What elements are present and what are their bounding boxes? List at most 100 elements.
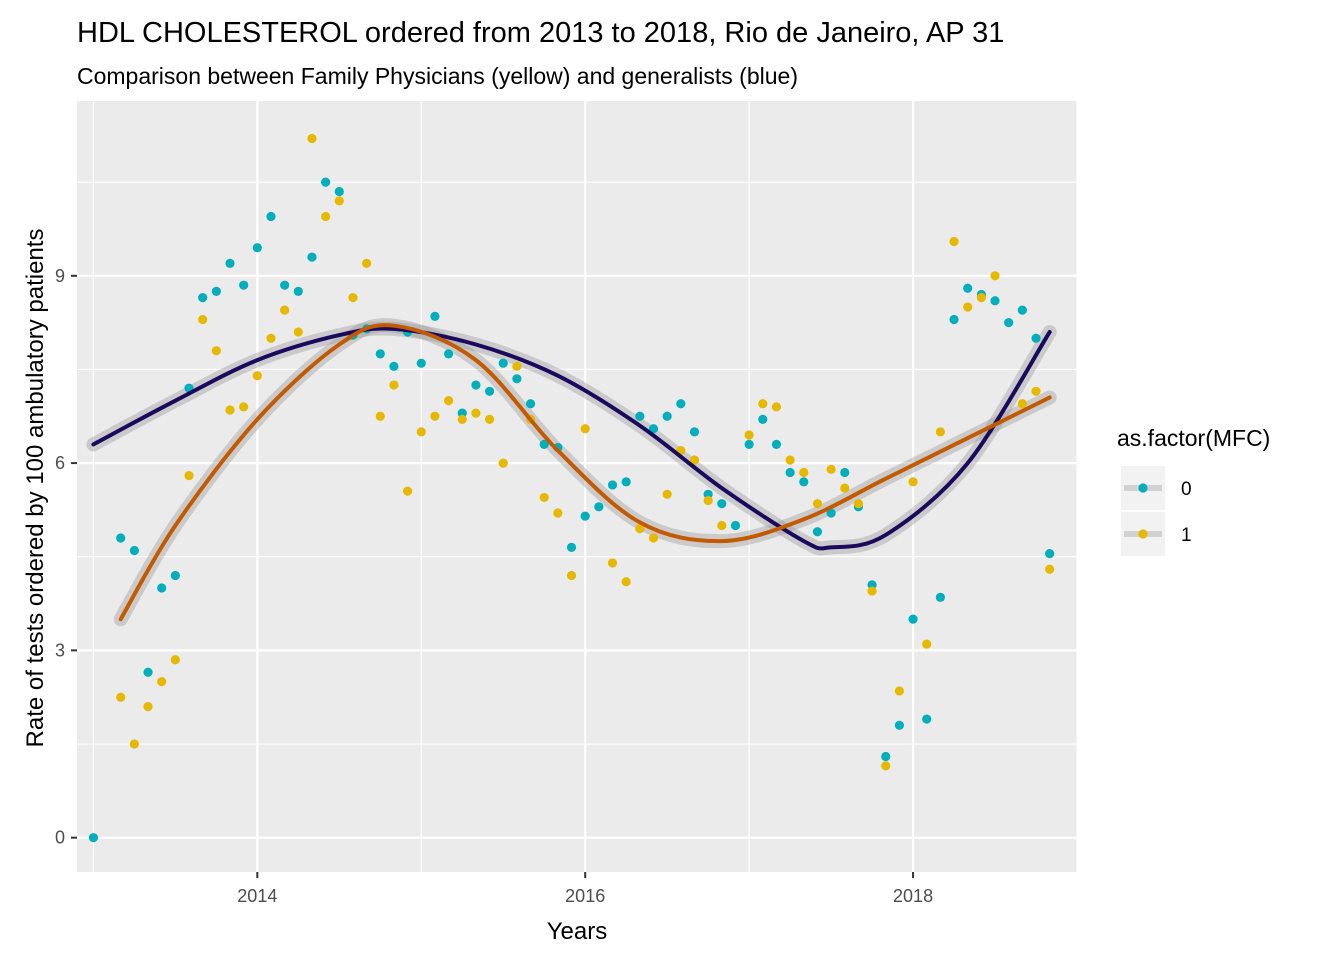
point-series-1 [1045,564,1055,574]
point-series-1 [607,558,618,568]
point-series-1 [293,327,303,337]
point-series-1 [389,380,399,390]
legend-label-1: 1 [1181,525,1192,546]
point-series-0 [307,252,317,262]
point-series-0 [157,583,167,593]
point-series-0 [88,833,98,843]
legend-label-0: 0 [1181,479,1192,500]
point-series-1 [648,533,659,543]
point-series-0 [949,314,959,325]
x-tick-label: 2018 [893,886,933,906]
point-series-0 [935,592,945,602]
point-series-1 [744,430,754,440]
point-series-0 [266,211,276,222]
point-series-0 [840,467,850,478]
point-series-1 [457,414,467,424]
data-points [88,133,1055,843]
point-series-0 [908,614,918,624]
point-series-1 [471,408,481,418]
point-series-1 [539,492,549,503]
point-series-0 [799,477,809,487]
point-series-1 [362,258,372,268]
point-series-1 [662,489,672,499]
point-series-1 [266,333,276,343]
point-series-1 [1017,399,1027,409]
point-series-1 [157,676,167,687]
point-series-1 [566,570,577,581]
point-series-1 [949,236,959,247]
point-series-0 [662,411,672,421]
point-series-0 [1031,333,1041,343]
chart-title: HDL CHOLESTEROL ordered from 2013 to 201… [77,17,1004,49]
x-axis-title: Years [547,918,608,945]
point-series-1 [826,464,836,474]
plot-background [77,101,1077,872]
point-series-0 [225,258,235,268]
point-series-1 [116,692,126,702]
point-series-1 [225,405,235,415]
point-series-1 [348,293,358,303]
point-series-1 [239,402,249,412]
point-series-1 [812,499,823,509]
point-series-0 [826,508,836,518]
point-series-1 [771,402,782,412]
point-series-1 [143,701,153,712]
legend-point-1 [1138,529,1148,539]
point-series-0 [648,424,659,434]
point-series-1 [252,371,262,381]
point-series-0 [758,414,768,424]
point-series-1 [881,761,891,771]
point-series-0 [1017,305,1027,315]
chart-subtitle: Comparison between Family Physicians (ye… [77,63,798,89]
point-series-1 [430,411,440,421]
point-series-1 [184,470,194,481]
y-axis: 0 3 6 9 [55,266,77,848]
point-series-1 [689,455,700,465]
point-series-1 [894,686,905,696]
point-series-0 [239,280,249,290]
point-series-0 [252,243,262,253]
smooth-lines [91,323,1052,622]
point-series-1 [198,314,208,325]
point-series-1 [553,508,563,518]
point-series-1 [908,477,918,487]
point-series-1 [211,346,221,356]
point-series-0 [730,520,741,531]
point-series-0 [293,286,303,297]
point-series-0 [389,361,399,371]
point-series-0 [539,439,549,449]
point-series-0 [894,720,905,730]
point-series-0 [416,358,426,368]
point-series-0 [280,280,290,290]
grid-minor [77,101,1078,872]
point-series-1 [498,458,508,468]
point-series-1 [703,495,713,506]
point-series-0 [334,186,344,197]
point-series-0 [484,386,495,396]
point-series-1 [785,455,795,465]
point-series-1 [580,424,590,434]
point-series-1 [840,483,850,493]
point-series-0 [430,311,440,321]
y-axis-title: Rate of tests ordered by 100 ambulatory … [22,229,49,748]
point-series-0 [881,751,891,762]
point-series-0 [1004,318,1014,328]
point-series-1 [375,411,385,421]
point-series-0 [512,374,522,384]
point-series-1 [922,639,932,649]
point-series-0 [676,399,686,409]
grid-major [77,101,1077,872]
legend-title: as.factor(MFC) [1117,425,1270,451]
point-series-0 [771,439,782,449]
x-tick-label: 2014 [237,886,277,906]
point-series-1 [416,427,426,437]
point-series-0 [689,427,700,437]
point-series-0 [594,502,604,512]
point-series-0 [1045,549,1055,559]
point-series-1 [867,586,877,596]
legend-point-0 [1138,483,1148,493]
smooth-line-0 [91,326,1052,551]
point-series-0 [211,286,221,297]
y-tick-label: 0 [55,828,65,848]
